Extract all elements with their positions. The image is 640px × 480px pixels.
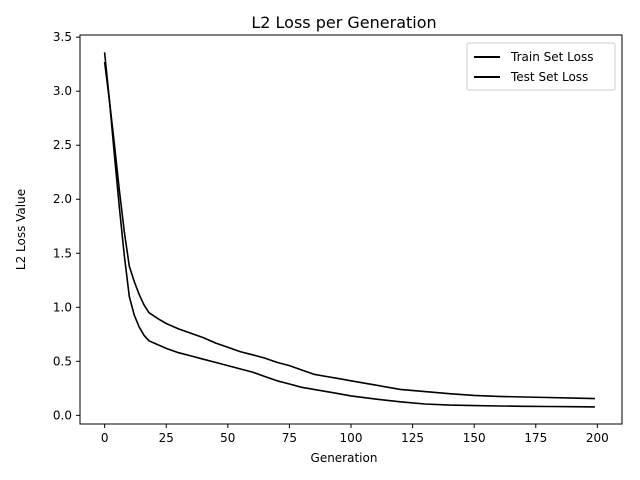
- x-tick-label: 150: [463, 431, 486, 445]
- y-axis-title: L2 Loss Value: [14, 189, 28, 270]
- x-tick-label: 50: [220, 431, 235, 445]
- x-tick-label: 75: [282, 431, 297, 445]
- x-tick-label: 175: [524, 431, 547, 445]
- x-tick-label: 200: [586, 431, 609, 445]
- y-tick-label: 0.0: [53, 408, 72, 422]
- x-tick-label: 0: [101, 431, 109, 445]
- y-tick-label: 2.5: [53, 138, 72, 152]
- y-tick-label: 1.0: [53, 300, 72, 314]
- series-line-test: [103, 61, 595, 400]
- y-tick-label: 3.5: [53, 30, 72, 44]
- legend-box: [466, 42, 616, 91]
- series-lines: [103, 52, 595, 408]
- chart-title: L2 Loss per Generation: [251, 13, 436, 32]
- x-tick-label: 100: [340, 431, 363, 445]
- x-axis-title: Generation: [311, 451, 378, 465]
- x-axis-ticks: 0 25 50 75 100 125 150 175 200: [101, 424, 609, 445]
- legend-label-test: Test Set Loss: [510, 70, 588, 84]
- y-tick-label: 2.0: [53, 192, 72, 206]
- y-tick-label: 3.0: [53, 84, 72, 98]
- series-line-train: [103, 52, 595, 408]
- x-tick-label: 25: [159, 431, 174, 445]
- y-tick-label: 1.5: [53, 246, 72, 260]
- legend: Train Set Loss Test Set Loss: [466, 42, 616, 91]
- plot-area-frame: [79, 34, 623, 425]
- y-axis-ticks: 0.0 0.5 1.0 1.5 2.0 2.5 3.0 3.5: [53, 30, 80, 422]
- legend-label-train: Train Set Loss: [510, 50, 593, 64]
- y-tick-label: 0.5: [53, 354, 72, 368]
- x-tick-label: 125: [401, 431, 424, 445]
